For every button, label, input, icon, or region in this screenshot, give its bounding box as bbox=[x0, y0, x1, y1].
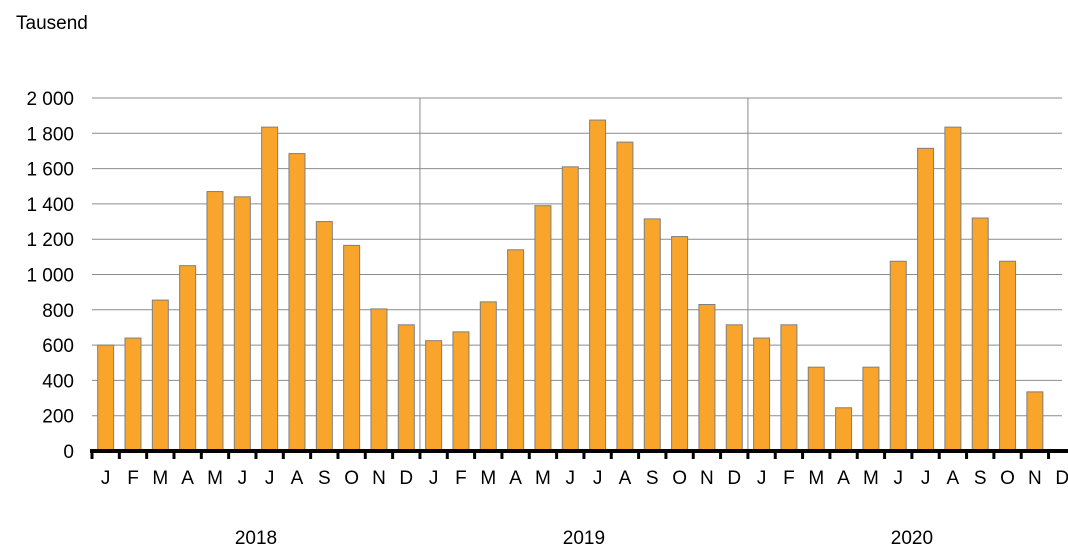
y-axis-title: Tausend bbox=[16, 13, 88, 34]
x-tick-label: F bbox=[455, 468, 467, 489]
bar-2019-11 bbox=[698, 304, 716, 452]
y-tick-label: 800 bbox=[42, 301, 74, 322]
bar-2019-7 bbox=[589, 119, 607, 452]
x-tick-label: F bbox=[783, 468, 795, 489]
bar-2020-8 bbox=[944, 126, 962, 452]
y-tick-label: 1 200 bbox=[26, 230, 74, 251]
x-tick-label: A bbox=[509, 468, 522, 489]
x-tick-label: O bbox=[344, 468, 359, 489]
x-tick-label: J bbox=[593, 468, 603, 489]
x-tick-label: O bbox=[1000, 468, 1015, 489]
bar-2020-1 bbox=[753, 337, 771, 452]
y-tick-label: 600 bbox=[42, 336, 74, 357]
bar-2019-12 bbox=[725, 324, 743, 452]
x-tick-label: A bbox=[947, 468, 960, 489]
bar-2018-9 bbox=[315, 221, 333, 452]
x-tick-label: D bbox=[1055, 468, 1068, 489]
bar-2020-2 bbox=[780, 324, 798, 452]
year-label-2019: 2019 bbox=[563, 528, 605, 547]
year-labels: 2018 2019 2020 bbox=[235, 528, 933, 547]
bars bbox=[97, 119, 1044, 452]
y-tick-label: 1 600 bbox=[26, 160, 74, 181]
x-axis bbox=[90, 449, 1068, 459]
y-tick-label: 400 bbox=[42, 371, 74, 392]
x-tick-label: N bbox=[700, 468, 714, 489]
bar-2019-4 bbox=[507, 249, 525, 452]
x-tick-label: J bbox=[265, 468, 275, 489]
x-tick-label: J bbox=[101, 468, 111, 489]
bar-2019-2 bbox=[452, 331, 470, 452]
x-tick-label: A bbox=[837, 468, 850, 489]
x-tick-label: M bbox=[808, 468, 824, 489]
bar-2019-3 bbox=[479, 301, 497, 452]
x-tick-label: S bbox=[974, 468, 987, 489]
y-tick-labels: 0 200 400 600 800 1 000 1 200 1 400 1 600 1 800 2 … bbox=[26, 89, 74, 463]
y-tick-label: 200 bbox=[42, 407, 74, 428]
x-tick-label: M bbox=[152, 468, 168, 489]
bar-2020-7 bbox=[917, 147, 935, 452]
x-tick-label: J bbox=[893, 468, 903, 489]
x-tick-label: J bbox=[238, 468, 248, 489]
bar-2019-10 bbox=[671, 236, 689, 452]
bar-2020-11 bbox=[1026, 391, 1044, 452]
bar-2018-12 bbox=[397, 324, 415, 452]
bar-2018-11 bbox=[370, 308, 388, 452]
bar-2020-5 bbox=[862, 366, 880, 452]
year-label-2018: 2018 bbox=[235, 528, 277, 547]
x-tick-label: D bbox=[727, 468, 741, 489]
bar-2018-6 bbox=[233, 196, 251, 452]
bar-2018-10 bbox=[343, 244, 361, 452]
x-tick-label: O bbox=[672, 468, 687, 489]
y-tick-label: 1 800 bbox=[26, 124, 74, 145]
bar-2018-4 bbox=[179, 265, 197, 452]
y-tick-label: 1 400 bbox=[26, 195, 74, 216]
bar-2019-1 bbox=[425, 340, 443, 452]
y-tick-label: 1 000 bbox=[26, 266, 74, 287]
year-label-2020: 2020 bbox=[891, 528, 933, 547]
x-tick-label: S bbox=[318, 468, 331, 489]
x-tick-label: D bbox=[399, 468, 413, 489]
x-tick-label: A bbox=[291, 468, 304, 489]
bar-2018-1 bbox=[97, 344, 115, 452]
bar-2020-4 bbox=[835, 407, 853, 452]
x-tick-label: J bbox=[566, 468, 576, 489]
x-tick-label: N bbox=[372, 468, 386, 489]
bar-2020-9 bbox=[971, 217, 989, 452]
bar-2018-5 bbox=[206, 191, 224, 452]
x-tick-label: A bbox=[181, 468, 194, 489]
x-tick-label: M bbox=[535, 468, 551, 489]
x-tick-label: M bbox=[480, 468, 496, 489]
bar-2019-8 bbox=[616, 141, 634, 452]
bar-2020-6 bbox=[889, 260, 907, 452]
bar-2020-10 bbox=[999, 260, 1017, 452]
x-tick-label: M bbox=[207, 468, 223, 489]
bar-2019-5 bbox=[534, 205, 552, 452]
year-dividers bbox=[419, 98, 749, 451]
bar-2020-3 bbox=[807, 366, 825, 452]
bar-2018-3 bbox=[151, 299, 169, 452]
x-tick-label: A bbox=[619, 468, 632, 489]
x-tick-label: J bbox=[921, 468, 931, 489]
bar-2019-6 bbox=[561, 166, 579, 452]
y-tick-label: 2 000 bbox=[26, 89, 74, 110]
x-tick-label: M bbox=[863, 468, 879, 489]
bar-2018-2 bbox=[124, 337, 142, 452]
x-tick-label: F bbox=[127, 468, 139, 489]
x-tick-label: J bbox=[429, 468, 439, 489]
y-tick-label: 0 bbox=[63, 442, 74, 463]
x-tick-label: S bbox=[646, 468, 659, 489]
bar-2019-9 bbox=[643, 218, 661, 452]
bar-2018-8 bbox=[288, 153, 306, 452]
x-tick-label: J bbox=[757, 468, 767, 489]
x-tick-label: N bbox=[1028, 468, 1042, 489]
bar-2018-7 bbox=[261, 126, 279, 452]
